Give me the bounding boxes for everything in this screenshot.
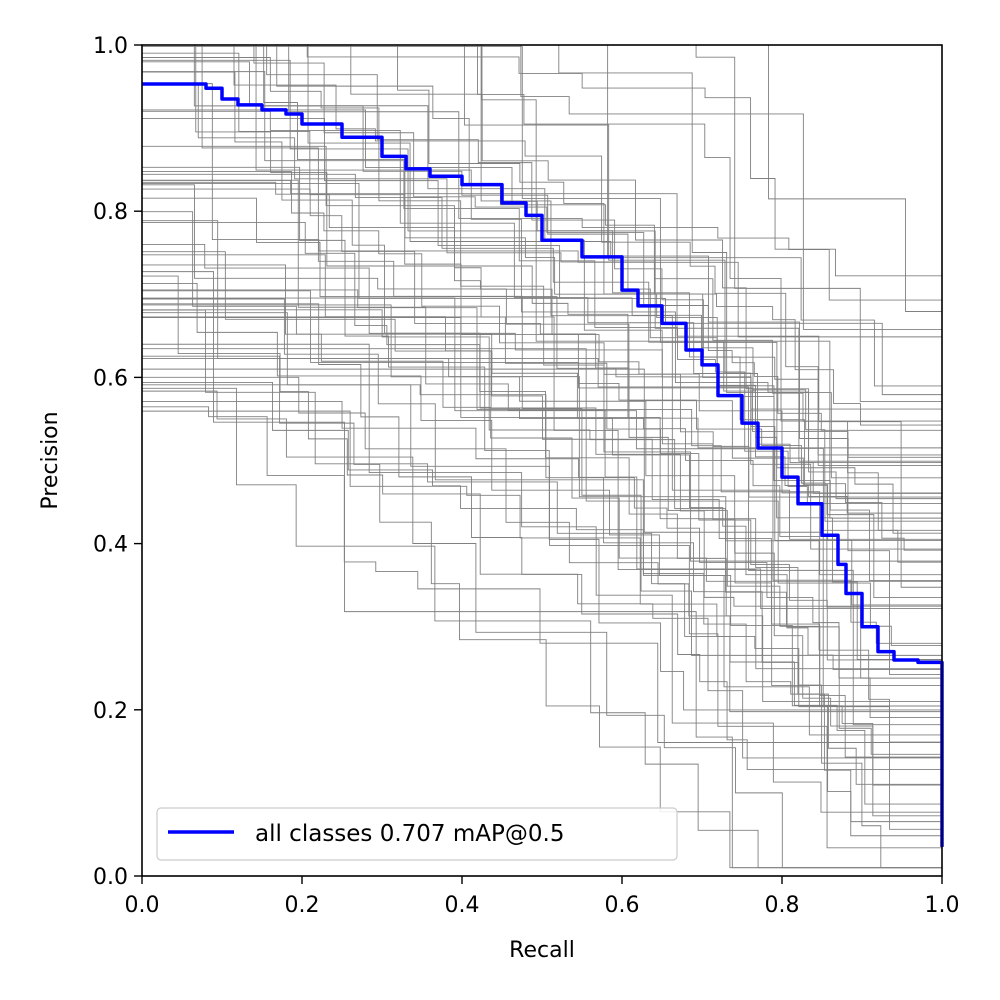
class-curve: [142, 348, 942, 646]
y-tick-label: 0.4: [93, 533, 128, 558]
series-line: [142, 82, 944, 847]
x-tick-label: 0.4: [445, 893, 480, 918]
class-curve: [142, 343, 942, 813]
class-curve: [142, 45, 942, 449]
class-curve: [142, 309, 942, 755]
class-curve: [142, 316, 942, 670]
x-tick-label: 0.2: [285, 893, 320, 918]
class-curve: [142, 45, 942, 387]
class-curve: [142, 387, 942, 869]
class-curve: [142, 45, 942, 458]
y-tick-label: 0.2: [93, 699, 128, 724]
y-tick-label: 0.6: [93, 366, 128, 391]
class-curve: [142, 384, 942, 849]
y-axis-ticks: 0.0 0.2 0.4 0.6 0.8 1.0: [93, 34, 142, 890]
class-curve: [142, 358, 942, 743]
class-curve: [142, 271, 942, 869]
x-tick-label: 0.0: [125, 893, 160, 918]
class-curve: [142, 45, 942, 463]
class-curve: [142, 46, 942, 534]
class-curve: [142, 57, 942, 562]
class-curve: [142, 45, 942, 402]
class-curve: [142, 179, 942, 588]
class-curve: [142, 181, 942, 661]
class-curve: [142, 45, 942, 426]
x-axis-label: Recall: [509, 938, 575, 963]
class-curve: [142, 45, 942, 431]
x-axis-ticks: 0.0 0.2 0.4 0.6 0.8 1.0: [125, 876, 960, 918]
class-curve: [142, 45, 942, 466]
class-curve: [142, 382, 942, 785]
y-tick-label: 1.0: [93, 34, 128, 59]
class-curve: [142, 166, 942, 711]
class-curve: [142, 52, 942, 494]
class-curve: [142, 110, 942, 494]
class-curve: [142, 45, 942, 550]
class-curve: [142, 117, 942, 551]
class-curve: [142, 45, 942, 422]
class-curve: [142, 289, 942, 576]
class-curve: [142, 109, 942, 606]
y-tick-label: 0.0: [93, 865, 128, 890]
main-curve-layer: [142, 82, 944, 847]
class-curve: [142, 251, 942, 679]
legend-label: all classes 0.707 mAP@0.5: [255, 821, 564, 847]
class-curve: [142, 244, 942, 686]
legend-box: [156, 807, 678, 861]
class-curve: [142, 45, 942, 514]
class-curve: [142, 410, 942, 823]
class-curve: [142, 45, 942, 456]
class-curve: [142, 45, 942, 339]
class-curve: [142, 83, 942, 338]
x-tick-label: 0.6: [605, 893, 640, 918]
y-axis-label: Precision: [38, 411, 63, 509]
class-curve: [142, 45, 942, 656]
class-curve: [142, 282, 942, 786]
class-curve: [142, 390, 942, 869]
class-curve: [142, 406, 942, 743]
x-tick-label: 1.0: [925, 893, 960, 918]
class-curve: [142, 254, 942, 671]
class-curve: [142, 173, 942, 660]
class-curve: [142, 298, 942, 736]
class-curve: [142, 45, 942, 479]
class-curve: [142, 290, 942, 675]
class-curve: [142, 368, 942, 830]
plot-frame: [141, 44, 943, 877]
class-curve: [142, 220, 942, 726]
class-curve: [142, 45, 942, 519]
class-curve: [142, 45, 942, 330]
class-curve: [142, 264, 942, 582]
class-curve: [142, 45, 942, 277]
x-tick-label: 0.8: [765, 893, 800, 918]
class-curve: [142, 59, 942, 462]
class-curve: [142, 45, 942, 531]
class-curve: [142, 400, 942, 869]
class-curves: [142, 45, 942, 869]
class-curve: [142, 45, 942, 540]
class-curve: [142, 182, 942, 396]
class-curve: [142, 211, 942, 707]
class-curve: [142, 317, 942, 837]
class-curve: [142, 355, 942, 869]
class-curve: [142, 83, 942, 563]
y-tick-label: 0.8: [93, 200, 128, 225]
class-curve: [142, 179, 942, 610]
legend: all classes 0.707 mAP@0.5: [156, 807, 678, 861]
class-curve: [142, 275, 942, 759]
class-curve: [142, 309, 942, 713]
